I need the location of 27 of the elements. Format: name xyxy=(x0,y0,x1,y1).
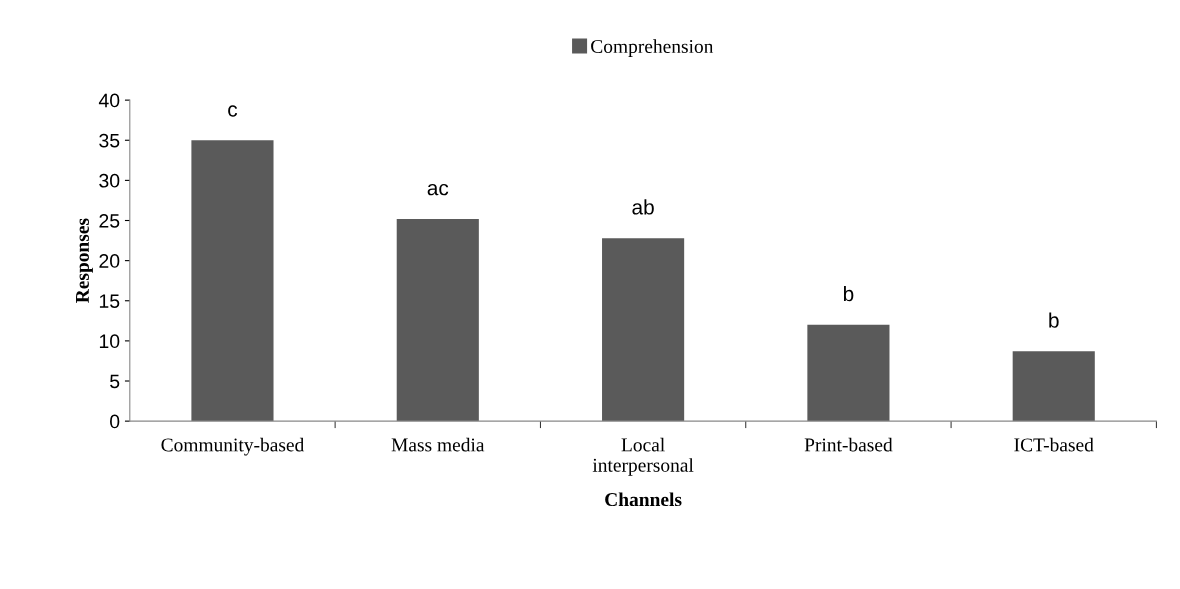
x-tick-label: Local interpersonal xyxy=(592,437,694,476)
y-tick-label: 25 xyxy=(99,213,120,228)
y-tick-label: 10 xyxy=(99,334,120,349)
y-tick-label: 40 xyxy=(98,93,120,108)
x-tick-label: Community-based xyxy=(161,437,305,456)
annotation: b xyxy=(1049,312,1059,328)
annotation: ab xyxy=(632,199,654,215)
bar xyxy=(396,218,479,422)
y-axis-title: Responses xyxy=(76,218,93,303)
y-tick-label: 15 xyxy=(99,294,120,308)
x-tick-label: ICT-based xyxy=(1014,437,1094,452)
bar xyxy=(191,140,274,422)
y-tick-label: 35 xyxy=(99,133,120,148)
annotation: ac xyxy=(427,183,449,196)
y-tick-label: 0 xyxy=(110,414,120,429)
bar xyxy=(807,324,890,422)
x-tick-label: Print-based xyxy=(804,437,893,452)
y-tick-label: 30 xyxy=(99,173,120,188)
bar xyxy=(602,238,685,422)
annotation: b xyxy=(843,285,854,302)
x-axis-title: Channels xyxy=(605,492,682,507)
bar xyxy=(1012,351,1095,422)
y-tick-label: 20 xyxy=(99,254,120,268)
annotation: c xyxy=(228,105,238,117)
legend-label: Comprehension xyxy=(591,39,714,57)
y-tick-label: 5 xyxy=(110,374,120,389)
x-tick-label: Mass media xyxy=(391,437,485,452)
